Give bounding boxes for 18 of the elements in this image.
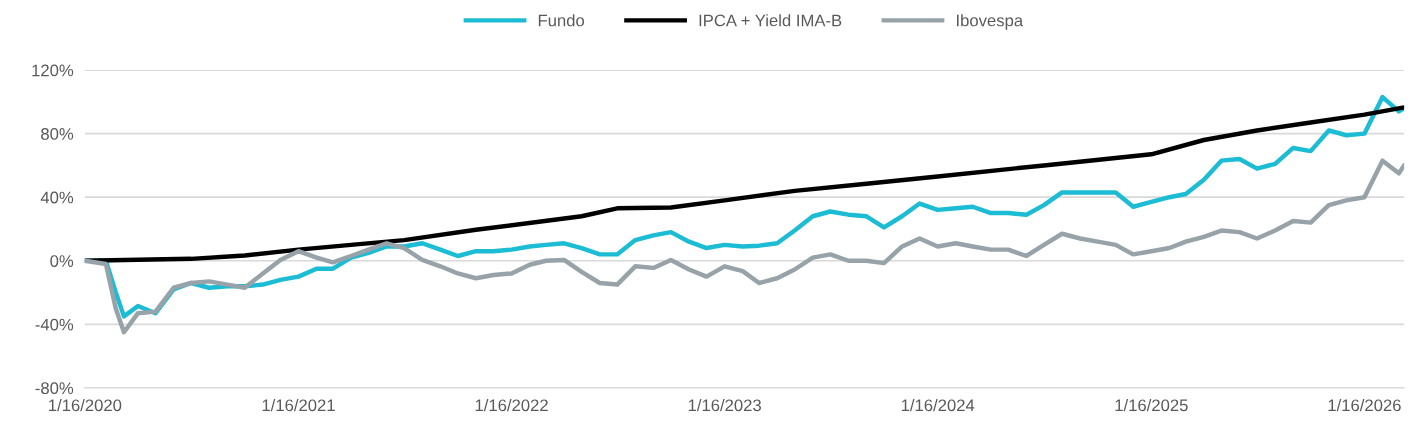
x-tick-label: 1/16/2020 <box>49 398 122 412</box>
y-tick-label: -40% <box>35 318 74 331</box>
legend-label: Ibovespa <box>957 14 1024 30</box>
legend-label: Fundo <box>538 14 585 27</box>
y-tick-label: 0% <box>50 255 74 267</box>
y-tick-label: 120% <box>32 64 74 77</box>
x-tick-label: 1/16/2026 <box>1328 398 1401 412</box>
legend-label: IPCA + Yield IMA-B <box>699 14 842 27</box>
x-tick-label: 1/16/2025 <box>1115 398 1188 412</box>
x-tick-label: 1/16/2021 <box>262 398 335 412</box>
x-tick-label: 1/16/2024 <box>901 398 975 412</box>
line-series <box>84 158 1405 335</box>
y-tick-label: 80% <box>41 128 74 140</box>
y-tick-label: 40% <box>40 191 74 204</box>
y-tick-label: -80% <box>35 382 74 395</box>
x-tick-label: 1/16/2022 <box>475 398 548 412</box>
x-tick-label: 1/16/2023 <box>688 398 761 412</box>
line-series <box>84 105 1405 263</box>
